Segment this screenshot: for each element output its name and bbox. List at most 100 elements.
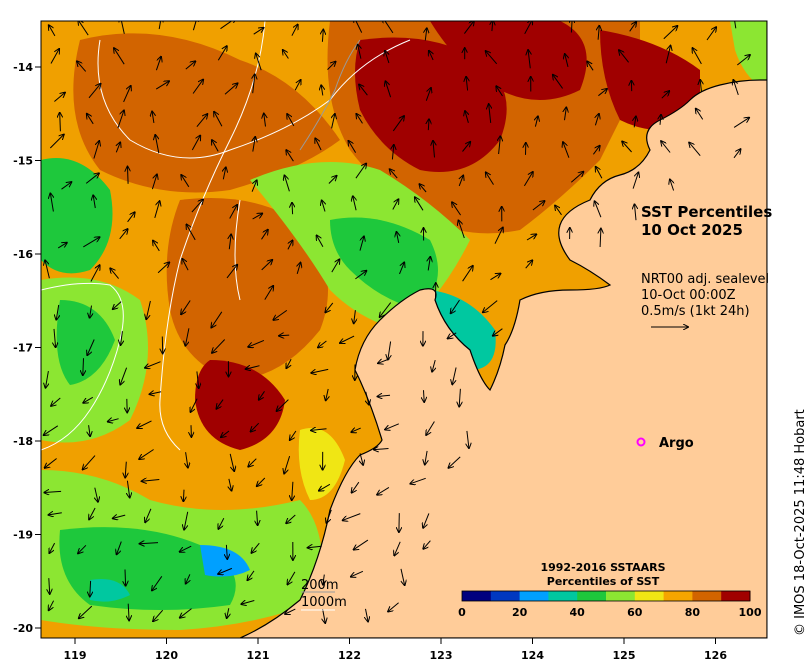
current-vector bbox=[565, 108, 567, 121]
current-vector bbox=[145, 361, 161, 368]
current-vector bbox=[459, 388, 460, 407]
current-vector bbox=[553, 75, 564, 89]
current-vector bbox=[121, 331, 123, 345]
current-vector bbox=[153, 241, 160, 252]
current-vector bbox=[323, 608, 326, 623]
current-vector bbox=[449, 456, 461, 468]
current-vector bbox=[499, 136, 501, 155]
current-vector bbox=[191, 136, 200, 151]
current-vector bbox=[665, 46, 670, 64]
current-vector bbox=[736, 55, 750, 66]
current-vector bbox=[127, 212, 135, 223]
current-vector bbox=[253, 137, 255, 152]
current-vector bbox=[113, 515, 126, 518]
colorbar-title-line2: Percentiles of SST bbox=[547, 575, 660, 588]
current-vector bbox=[493, 328, 503, 336]
current-vector bbox=[218, 567, 233, 574]
current-vector bbox=[211, 311, 223, 328]
current-vector bbox=[496, 86, 503, 97]
current-vector bbox=[93, 195, 95, 209]
current-vector bbox=[78, 544, 87, 553]
current-vector bbox=[212, 339, 226, 353]
lon-tick-label: 122 bbox=[338, 649, 361, 662]
current-vector bbox=[285, 608, 296, 614]
current-vector bbox=[45, 260, 50, 279]
current-vector bbox=[185, 61, 196, 70]
current-vector bbox=[127, 480, 129, 498]
current-vector bbox=[297, 263, 300, 275]
current-vector bbox=[340, 335, 355, 343]
current-vector bbox=[49, 25, 56, 37]
argo-float-marker[interactable] bbox=[636, 437, 646, 447]
current-vector bbox=[700, 80, 701, 92]
current-vector bbox=[226, 265, 237, 279]
current-vector bbox=[451, 299, 460, 313]
current-vector bbox=[79, 605, 93, 618]
current-vector bbox=[287, 114, 295, 127]
current-vector bbox=[532, 201, 545, 211]
current-vector bbox=[528, 50, 530, 69]
current-vector bbox=[180, 545, 192, 552]
current-vector bbox=[248, 339, 265, 347]
current-vector bbox=[465, 111, 468, 123]
current-vector bbox=[50, 194, 53, 212]
current-vector bbox=[145, 508, 152, 522]
current-vector bbox=[429, 51, 433, 61]
current-vector bbox=[181, 175, 190, 188]
current-vector bbox=[523, 172, 532, 187]
current-vector bbox=[622, 142, 632, 153]
current-vector bbox=[283, 50, 289, 59]
colorbar-segment bbox=[663, 591, 693, 601]
current-vector bbox=[331, 259, 340, 273]
current-vector bbox=[110, 268, 119, 279]
current-vector bbox=[661, 91, 669, 99]
map-date: 10 Oct 2025 bbox=[641, 221, 743, 239]
current-vector bbox=[635, 204, 637, 221]
current-vector bbox=[128, 167, 129, 184]
current-vector bbox=[252, 542, 260, 553]
current-vector bbox=[570, 172, 583, 183]
current-vector bbox=[392, 145, 393, 160]
current-vector bbox=[220, 21, 236, 30]
shelf-contour bbox=[299, 39, 361, 151]
current-vector bbox=[117, 111, 124, 129]
current-vector bbox=[332, 114, 335, 129]
current-vector bbox=[196, 114, 207, 128]
current-vector bbox=[186, 574, 190, 583]
current-vector bbox=[87, 339, 95, 356]
current-vector bbox=[187, 225, 196, 241]
current-vector bbox=[354, 21, 363, 33]
current-vector bbox=[452, 367, 457, 385]
current-vector bbox=[181, 300, 191, 315]
lat-tick-label: -14 bbox=[13, 61, 33, 74]
current-vector bbox=[397, 232, 399, 243]
colorbar-tick-label: 100 bbox=[739, 606, 762, 619]
current-vector bbox=[351, 570, 364, 576]
current-vector bbox=[155, 135, 160, 154]
current-vector bbox=[462, 142, 471, 152]
current-vector bbox=[318, 340, 327, 348]
current-vector bbox=[184, 511, 189, 530]
current-vector bbox=[226, 544, 227, 559]
current-vector bbox=[142, 480, 160, 482]
current-vector bbox=[286, 514, 296, 523]
current-vector bbox=[192, 21, 197, 31]
current-vector bbox=[182, 259, 189, 271]
current-vector bbox=[95, 487, 98, 502]
current-vector bbox=[83, 455, 96, 470]
current-vector bbox=[459, 221, 465, 239]
colorbar-segment bbox=[462, 591, 492, 601]
current-vector bbox=[227, 608, 229, 618]
current-vector bbox=[734, 21, 737, 29]
current-vector bbox=[157, 263, 169, 274]
current-vector bbox=[308, 546, 322, 548]
current-vector bbox=[139, 449, 154, 460]
current-vector bbox=[632, 173, 638, 189]
current-vector bbox=[241, 601, 255, 605]
current-vector bbox=[51, 397, 61, 406]
current-vector bbox=[733, 118, 749, 128]
current-vector bbox=[315, 138, 322, 151]
current-vector bbox=[535, 116, 538, 127]
lon-tick-label: 123 bbox=[430, 649, 453, 662]
